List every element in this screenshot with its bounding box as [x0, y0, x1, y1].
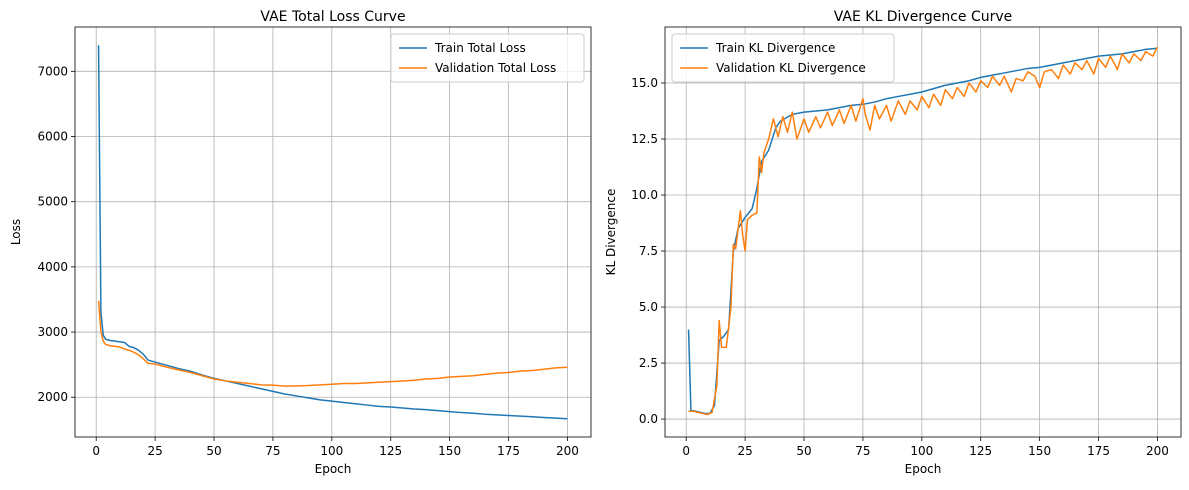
y-tick-label: 2.5 [639, 356, 658, 370]
x-tick-label: 0 [92, 444, 100, 458]
series-line-1 [97, 45, 568, 420]
legend-label: Train KL Divergence [715, 41, 835, 55]
y-tick-label: 7000 [37, 64, 68, 78]
y-tick-label: 0.0 [639, 412, 658, 426]
y-tick-label: 5000 [37, 195, 68, 209]
x-tick-label: 100 [320, 444, 343, 458]
x-tick-label: 150 [438, 444, 461, 458]
legend: Train Total Loss Validation Total Loss [390, 33, 585, 83]
axes-frame [664, 26, 1182, 438]
y-tick-label: 5.0 [639, 300, 658, 314]
x-tick-label: 175 [1087, 444, 1110, 458]
chart-panel-2: 0 25 50 75 100 125 150 175 200 0.0 2.5 5.0 7.5 10.0 12… [604, 9, 1182, 476]
x-tick-label: 200 [1146, 444, 1169, 458]
x-tick-label: 0 [682, 444, 690, 458]
chart-title: VAE Total Loss Curve [260, 9, 405, 25]
x-tick-label: 25 [147, 444, 162, 458]
y-tick-label: 4000 [37, 260, 68, 274]
y-tick-label: 7.5 [639, 244, 658, 258]
x-tick-label: 125 [969, 444, 992, 458]
series-line-2 [97, 300, 568, 387]
legend-label: Train Total Loss [434, 41, 526, 55]
series-line-1 [687, 47, 1158, 415]
legend-label: Validation Total Loss [435, 61, 556, 75]
x-tick-label: 175 [497, 444, 520, 458]
chart-title: VAE KL Divergence Curve [834, 9, 1013, 25]
y-tick-label: 6000 [37, 130, 68, 144]
x-tick-label: 75 [265, 444, 280, 458]
x-tick-label: 50 [796, 444, 811, 458]
y-tick-label: 12.5 [631, 132, 658, 146]
chart-panel-1: 0 25 50 75 100 125 150 175 200 2000 3000 4000 5000 60… [9, 9, 592, 476]
x-tick-label: 150 [1028, 444, 1051, 458]
y-tick-label: 2000 [37, 390, 68, 404]
y-tick-label: 15.0 [631, 76, 658, 90]
y-tick-label: 10.0 [631, 188, 658, 202]
y-axis-label: Loss [9, 219, 23, 245]
y-axis-label: KL Divergence [604, 189, 618, 276]
x-tick-label: 50 [206, 444, 221, 458]
legend-label: Validation KL Divergence [716, 61, 866, 75]
x-tick-label: 25 [737, 444, 752, 458]
legend-box [390, 33, 585, 83]
x-axis-label: Epoch [905, 462, 942, 476]
axes-frame [74, 26, 592, 438]
legend-box [671, 33, 895, 83]
y-tick-label: 3000 [37, 325, 68, 339]
series-line-2 [688, 46, 1159, 416]
x-tick-label: 75 [855, 444, 870, 458]
legend: Train KL Divergence Validation KL Diverge… [671, 33, 895, 83]
x-axis-label: Epoch [315, 462, 352, 476]
x-tick-label: 100 [910, 444, 933, 458]
x-tick-label: 125 [379, 444, 402, 458]
x-tick-label: 200 [556, 444, 579, 458]
